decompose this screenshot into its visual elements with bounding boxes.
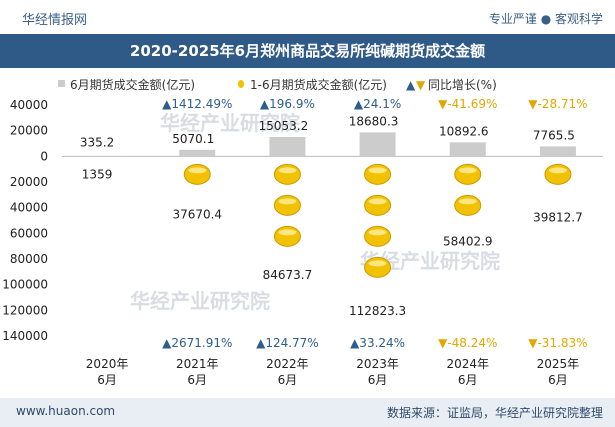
coin-stack-label: 1359 (82, 167, 113, 181)
growth-ytd-label: ▲124.77% (256, 336, 319, 350)
coin-stack-label: 112823.3 (349, 304, 406, 318)
coin-shine (278, 229, 297, 236)
legend-label: 同比增长(%) (428, 78, 497, 92)
watermark-2: 华经产业研究院 (130, 289, 270, 313)
coin-stack-3 (364, 163, 392, 278)
x-tick-label-year: 2024年 (446, 357, 489, 371)
bar-monthly-label: 18680.3 (349, 114, 399, 128)
x-tick-label-month: 6月 (187, 373, 207, 387)
x-tick-label-month: 6月 (458, 373, 478, 387)
legend-up-icon: ▲ (406, 78, 416, 92)
footer-bar: www.huaon.com 数据来源：证监局，华经产业研究院整理 (0, 398, 615, 427)
bar-monthly-0 (89, 155, 126, 157)
coin-stack-2 (273, 163, 301, 247)
coin (364, 256, 392, 278)
legend-swatch-ytd (238, 80, 244, 88)
coin-shine (278, 198, 297, 205)
x-tick-label-month: 6月 (368, 373, 388, 387)
bar-monthly-3 (359, 132, 396, 157)
x-tick-label-year: 2025年 (537, 357, 580, 371)
coin-stack-label: 39812.7 (533, 210, 583, 224)
growth-ytd-label: ▲33.24% (350, 336, 405, 350)
brand-logo-text: 华经情报网 (22, 13, 88, 28)
x-tick-label-year: 2023年 (356, 357, 399, 371)
bar-monthly-1 (179, 149, 216, 157)
slogan: 专业严谨 ● 客观科学 (488, 12, 603, 26)
growth-ytd-label: ▲2671.91% (162, 336, 232, 350)
coin-stack-5 (544, 163, 572, 185)
growth-month-label: ▲24.1% (354, 97, 401, 111)
y-tick-label: 120000 (2, 303, 48, 317)
y-tick-label: 20000 (10, 124, 48, 138)
x-tick-label-year: 2021年 (176, 357, 219, 371)
chart-title: 2020-2025年6月郑州商品交易所纯碱期货成交金额 (129, 42, 486, 60)
coin-stack-label: 84673.7 (263, 268, 313, 282)
y-tick-label: 40000 (10, 98, 48, 112)
data-source: 数据来源：证监局，华经产业研究院整理 (386, 406, 603, 420)
coin-stack-1 (183, 163, 211, 185)
coin-stack-label: 37670.4 (172, 208, 222, 222)
x-tick-label-month: 6月 (278, 373, 298, 387)
footer-url: www.huaon.com (16, 404, 116, 418)
y-tick-label: 140000 (2, 329, 48, 343)
legend-label: 6月期货成交金额(亿元) (70, 77, 195, 92)
growth-month-label: ▼-28.71% (528, 97, 587, 111)
legend-label: 1-6月期货成交金额(亿元) (250, 77, 387, 92)
top-bar: 华经情报网 专业严谨 ● 客观科学 (0, 0, 615, 34)
bar-monthly-2 (269, 137, 306, 157)
coin-shine (368, 260, 387, 267)
y-tick-label: 40000 (10, 201, 48, 215)
bar-monthly-4 (449, 142, 486, 157)
legend-down-icon: ▼ (416, 78, 426, 92)
y-tick-label: 20000 (10, 175, 48, 189)
x-tick-label-month: 6月 (548, 373, 568, 387)
y-tick-label: 60000 (10, 226, 48, 240)
growth-month-label: ▲196.9% (260, 97, 315, 111)
coin-shine (458, 198, 477, 205)
bar-monthly-5 (539, 146, 576, 157)
coin-shine (278, 167, 297, 174)
coin-shine (368, 198, 387, 205)
growth-ytd-label: ▼-48.24% (438, 336, 497, 350)
coin-shine (368, 229, 387, 236)
growth-month-label: ▲1412.49% (162, 97, 232, 111)
x-tick-label-month: 6月 (97, 373, 117, 387)
x-tick-label-year: 2022年 (266, 357, 309, 371)
growth-month-label: ▼-41.69% (438, 97, 497, 111)
bar-monthly-label: 15053.2 (259, 119, 309, 133)
y-tick-label: 80000 (10, 252, 48, 266)
y-tick-label: 0 (40, 149, 48, 163)
bar-monthly-label: 7765.5 (533, 128, 575, 142)
coin-shine (458, 167, 477, 174)
bar-monthly-label: 5070.1 (172, 132, 214, 146)
x-tick-label-year: 2020年 (86, 357, 129, 371)
coin-shine (368, 167, 387, 174)
coin-shine (188, 167, 207, 174)
watermark-0: 华经产业研究院 (160, 111, 300, 135)
bar-monthly-label: 10892.6 (439, 124, 489, 138)
y-tick-label: 100000 (2, 278, 48, 292)
bar-monthly-label: 335.2 (80, 135, 114, 149)
coin-stack-label: 58402.9 (443, 234, 493, 248)
coin-stack-4 (454, 163, 482, 216)
growth-ytd-label: ▼-31.83% (528, 336, 587, 350)
legend-swatch-monthly (58, 80, 65, 87)
title-bar: 2020-2025年6月郑州商品交易所纯碱期货成交金额 (0, 34, 615, 68)
coin-shine (548, 167, 567, 174)
